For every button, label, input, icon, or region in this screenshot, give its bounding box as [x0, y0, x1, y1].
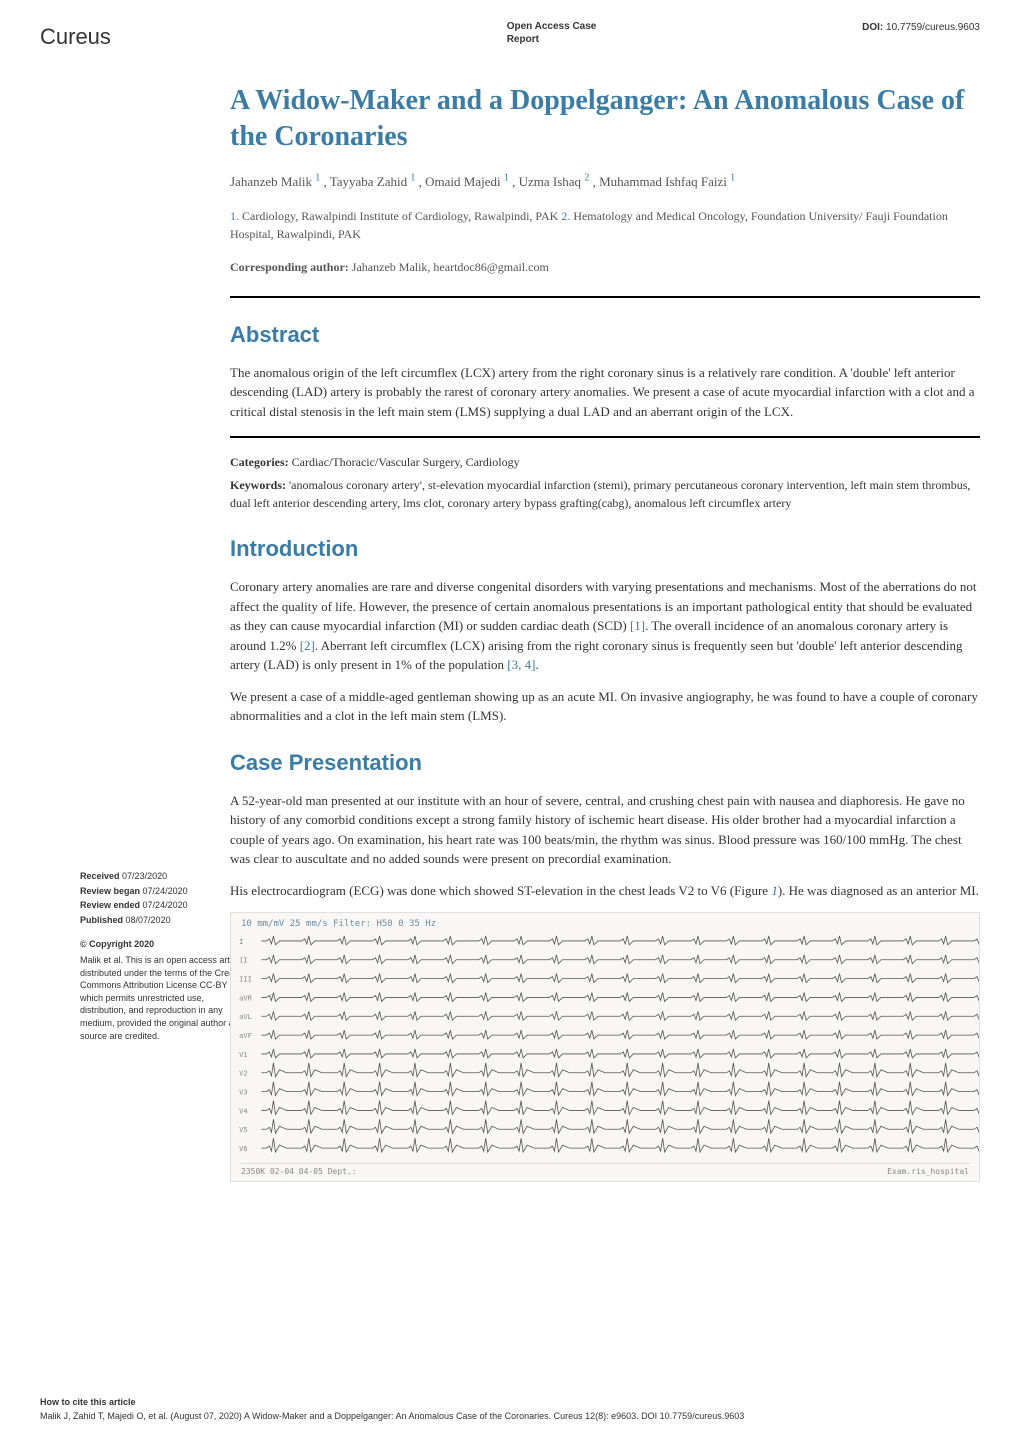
main-content: A Widow-Maker and a Doppelganger: An Ano… [230, 83, 980, 1182]
svg-text:V4: V4 [239, 1108, 248, 1116]
ecg-footer: 2350K 02-04 04-05 Dept.: Exam.ris_hospit… [241, 1163, 969, 1178]
logo: Cureus [40, 20, 111, 53]
review-ended-row: Review ended 07/24/2020 [80, 899, 250, 912]
report-type: Open Access Case Report [507, 20, 597, 46]
case-para2: His electrocardiogram (ECG) was done whi… [230, 881, 980, 901]
svg-text:I: I [239, 938, 243, 946]
divider [230, 296, 980, 298]
svg-text:aVL: aVL [239, 1013, 252, 1021]
copyright: © Copyright 2020 [80, 938, 250, 951]
published-row: Published 08/07/2020 [80, 914, 250, 927]
author: Uzma Ishaq 2 [519, 174, 590, 189]
keywords: Keywords: 'anomalous coronary artery', s… [230, 476, 980, 512]
ref-link[interactable]: [1] [630, 618, 645, 633]
ecg-traces: IIIIIIaVRaVLaVFV1V2V3V4V5V6 [231, 933, 979, 1161]
corresponding-author: Corresponding author: Jahanzeb Malik, he… [230, 258, 980, 276]
doi: DOI: 10.7759/cureus.9603 [862, 20, 980, 35]
citation-label: How to cite this article [40, 1396, 980, 1410]
categories: Categories: Cardiac/Thoracic/Vascular Su… [230, 453, 980, 471]
author: Jahanzeb Malik 1 [230, 174, 320, 189]
header: Cureus Open Access Case Report DOI: 10.7… [40, 20, 980, 53]
introduction-heading: Introduction [230, 532, 980, 565]
abstract-text: The anomalous origin of the left circumf… [230, 363, 980, 422]
sidebar-metadata: Received 07/23/2020 Review began 07/24/2… [80, 870, 250, 1042]
svg-text:V1: V1 [239, 1051, 248, 1059]
author: Omaid Majedi 1 [425, 174, 509, 189]
svg-text:aVR: aVR [239, 995, 253, 1003]
case-heading: Case Presentation [230, 746, 980, 779]
svg-text:V3: V3 [239, 1089, 248, 1097]
citation-footer: How to cite this article Malik J, Zahid … [40, 1396, 980, 1423]
affiliations: 1. Cardiology, Rawalpindi Institute of C… [230, 207, 980, 243]
ref-link[interactable]: [2] [300, 638, 315, 653]
divider [230, 436, 980, 438]
review-began-row: Review began 07/24/2020 [80, 885, 250, 898]
intro-para1: Coronary artery anomalies are rare and d… [230, 577, 980, 675]
copyright-text: Malik et al. This is an open access arti… [80, 954, 250, 1042]
authors-list: Jahanzeb Malik 1 , Tayyaba Zahid 1 , Oma… [230, 171, 980, 192]
intro-para2: We present a case of a middle-aged gentl… [230, 687, 980, 726]
svg-text:aVF: aVF [239, 1032, 252, 1040]
author: Tayyaba Zahid 1 [330, 174, 416, 189]
received-row: Received 07/23/2020 [80, 870, 250, 883]
svg-text:V2: V2 [239, 1070, 248, 1078]
ecg-figure: 10 mm/mV 25 mm/s Filter: H50 0 35 Hz III… [230, 912, 980, 1182]
author: Muhammad Ishfaq Faizi 1 [599, 174, 735, 189]
ref-link[interactable]: [3, 4] [507, 657, 535, 672]
article-title: A Widow-Maker and a Doppelganger: An Ano… [230, 83, 980, 156]
svg-text:II: II [239, 957, 248, 965]
citation-text: Malik J, Zahid T, Majedi O, et al. (Augu… [40, 1410, 980, 1424]
svg-text:III: III [239, 976, 252, 984]
svg-text:V6: V6 [239, 1145, 248, 1153]
ecg-header: 10 mm/mV 25 mm/s Filter: H50 0 35 Hz [241, 918, 436, 932]
case-para1: A 52-year-old man presented at our insti… [230, 791, 980, 869]
svg-text:V5: V5 [239, 1126, 248, 1134]
abstract-heading: Abstract [230, 318, 980, 351]
